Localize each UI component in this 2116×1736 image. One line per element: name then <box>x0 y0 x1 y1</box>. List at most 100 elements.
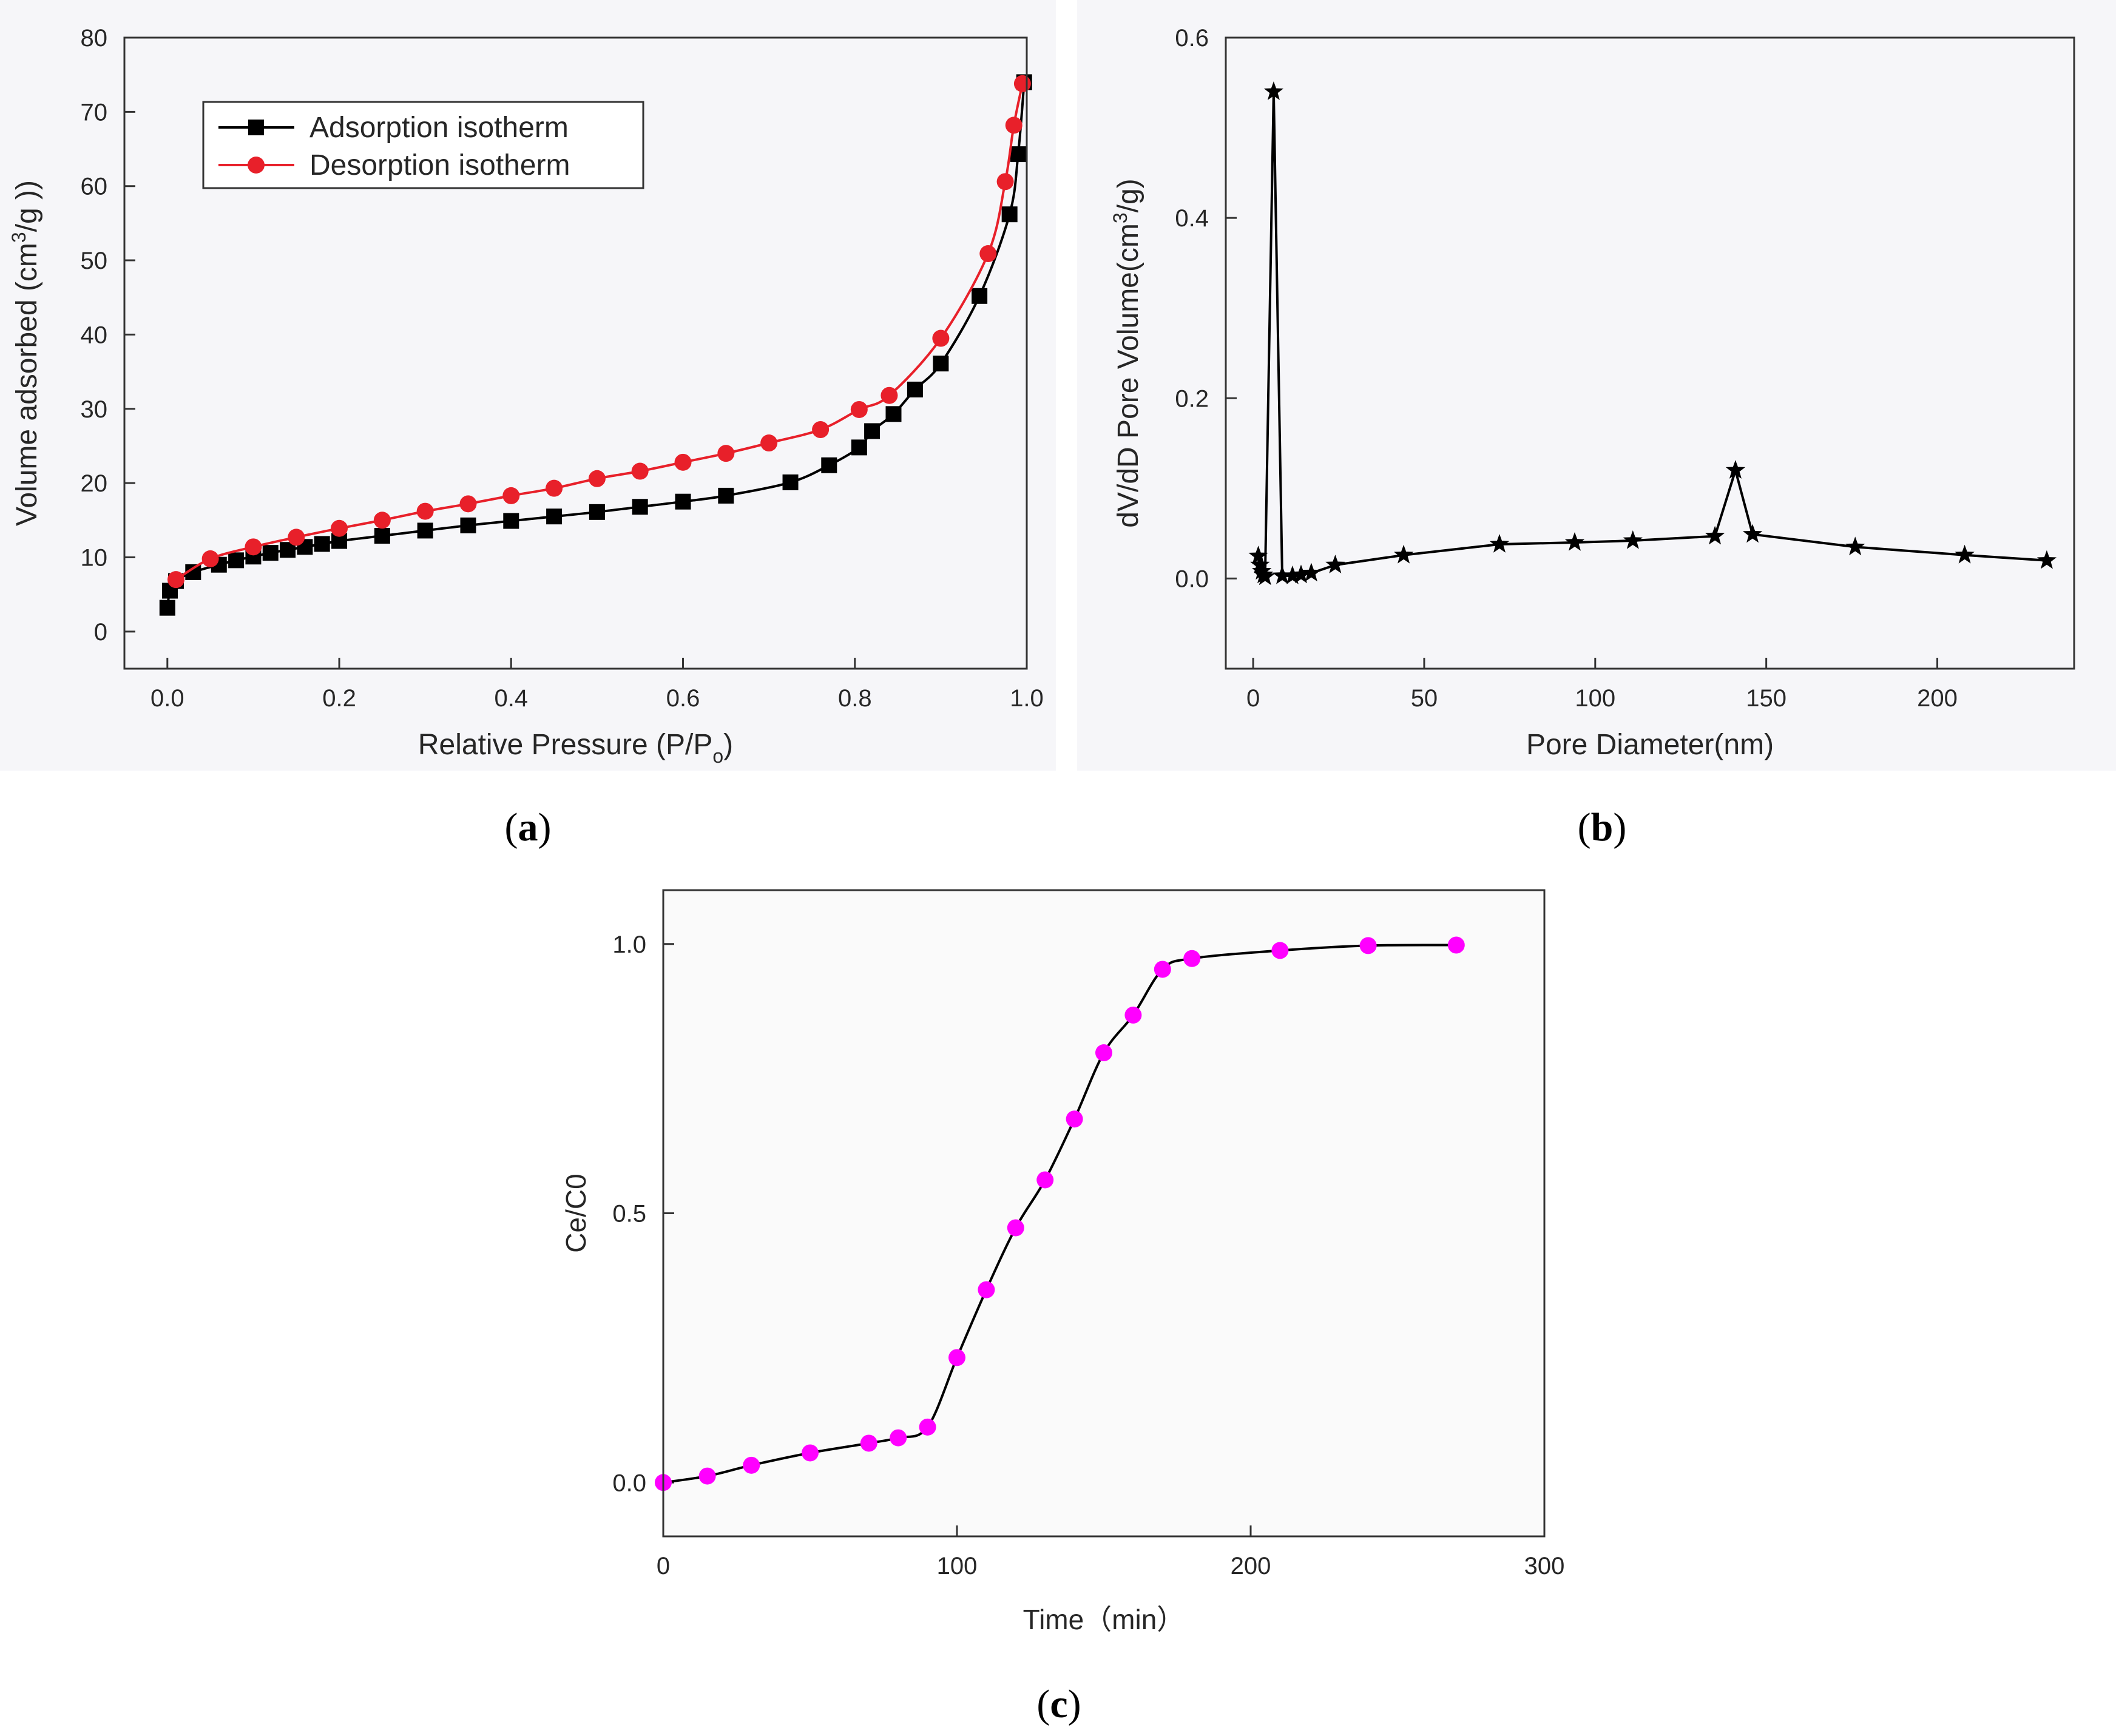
x-axis-label-sub: o <box>712 745 723 767</box>
y-tick-label: 0.0 <box>1175 566 1209 592</box>
y-tick-label: 0.2 <box>1175 385 1209 412</box>
data-point <box>1725 460 1746 479</box>
chart-a: 0.0 0.2 0.4 0.6 0.8 1.0 0 10 20 30 40 50 60 70 80 Relat… <box>0 0 1056 771</box>
data-point <box>1263 81 1284 100</box>
panel-label-letter: b <box>1591 805 1614 849</box>
data-point <box>417 522 433 539</box>
x-tick-label: 0.4 <box>494 685 528 712</box>
data-point <box>1564 532 1585 551</box>
data-point <box>851 439 867 456</box>
y-tick-label: 80 <box>81 25 108 52</box>
x-axis-label-main: Pore Diameter(nm) <box>1526 729 1774 761</box>
x-axis-label-end: ) <box>723 729 733 761</box>
data-point <box>374 527 390 544</box>
x-tick-label: 100 <box>1575 685 1615 712</box>
data-point <box>812 421 830 439</box>
data-point <box>1066 1110 1083 1128</box>
data-point <box>546 508 563 525</box>
legend-label: Adsorption isotherm <box>309 112 569 144</box>
data-point <box>850 400 868 418</box>
series-line-0 <box>663 944 1456 1484</box>
data-point <box>978 1281 995 1299</box>
y-axis-label-sup: 3 <box>8 232 30 243</box>
data-point <box>890 1429 907 1447</box>
y-axis-label-end: /g )) <box>11 180 43 232</box>
data-point <box>262 545 279 561</box>
data-point <box>802 1444 819 1462</box>
data-point <box>907 381 923 397</box>
data-point <box>331 519 348 537</box>
chart-b: 0 50 100 150 200 0.0 0.2 0.4 0.6 Pore Diameter(nm… <box>1077 0 2116 771</box>
x-tick-label: 0.2 <box>322 685 356 712</box>
panel-label: (c) <box>1036 1682 1081 1726</box>
panel-label-paren: ) <box>1613 805 1626 849</box>
panel-label: (a) <box>505 805 552 849</box>
data-point <box>717 445 735 462</box>
data-point <box>1013 75 1031 92</box>
data-point <box>416 502 434 520</box>
data-point <box>1742 524 1763 543</box>
data-point <box>288 529 305 546</box>
data-point <box>1272 566 1293 584</box>
data-point <box>932 329 950 347</box>
x-tick-label: 50 <box>1411 685 1438 712</box>
data-point <box>743 1456 760 1474</box>
x-axis-label-main: Time（min） <box>1023 1604 1185 1635</box>
x-tick-label: 300 <box>1524 1553 1565 1579</box>
data-point <box>675 493 691 510</box>
y-axis-label-main: Volume adsorbed (cm <box>11 243 43 526</box>
legend-box <box>202 101 644 189</box>
data-point <box>1359 937 1377 954</box>
x-tick-label: 0 <box>657 1553 670 1579</box>
plot-area <box>663 890 1544 1536</box>
y-tick-label: 70 <box>81 99 108 126</box>
data-point <box>1183 950 1201 967</box>
data-point <box>972 288 988 304</box>
y-tick-label: 0 <box>94 619 107 646</box>
y-axis-label: Volume adsorbed (cm3/g )) <box>8 180 43 526</box>
panel-label-letter: a <box>518 805 538 849</box>
panel-label-paren: ( <box>1036 1682 1050 1726</box>
y-tick-label: 1.0 <box>612 931 646 958</box>
y-tick-label: 50 <box>81 248 108 274</box>
data-point <box>1271 942 1289 959</box>
data-point <box>1005 117 1023 134</box>
legend-label: Desorption isotherm <box>309 149 570 181</box>
y-tick-label: 0.4 <box>1175 205 1209 232</box>
plot-area <box>1226 38 2074 669</box>
data-point <box>979 245 997 263</box>
x-tick-label: 200 <box>1231 1553 1271 1579</box>
data-point <box>948 1349 965 1366</box>
panel-label-paren: ) <box>1068 1682 1081 1726</box>
plot-frame <box>1225 36 2075 670</box>
data-point <box>674 453 692 471</box>
y-axis-label: Ce/C0 <box>560 1174 592 1252</box>
data-point <box>1845 536 1865 556</box>
data-point <box>2037 550 2057 569</box>
data-point <box>860 1434 877 1452</box>
data-point <box>1282 566 1303 584</box>
y-tick-label: 30 <box>81 396 108 423</box>
data-point <box>1301 562 1322 582</box>
y-axis-label-main: dV/dD Pore Volume(cm <box>1112 223 1144 528</box>
data-point <box>503 513 519 529</box>
panel-label-paren: ( <box>505 805 518 849</box>
data-point <box>1623 530 1643 549</box>
data-point <box>1124 1006 1142 1024</box>
x-tick-label: 0 <box>1246 685 1260 712</box>
panel-label: (b) <box>1578 805 1627 849</box>
y-tick-label: 10 <box>81 544 108 571</box>
data-point <box>1154 961 1171 978</box>
x-tick-label: 0.8 <box>838 685 872 712</box>
y-axis-label: dV/dD Pore Volume(cm3/g) <box>1109 178 1144 527</box>
data-point <box>1489 534 1510 553</box>
x-axis-label-main: Relative Pressure (P/P <box>418 729 713 761</box>
x-tick-label: 200 <box>1917 685 1958 712</box>
data-point <box>245 538 262 556</box>
panel-label-paren: ( <box>1578 805 1591 849</box>
data-point <box>881 387 898 404</box>
data-point <box>1447 936 1465 954</box>
y-axis-label-main: Ce/C0 <box>560 1174 592 1252</box>
data-point <box>1001 206 1018 223</box>
y-axis-label-sup: 3 <box>1109 212 1131 223</box>
